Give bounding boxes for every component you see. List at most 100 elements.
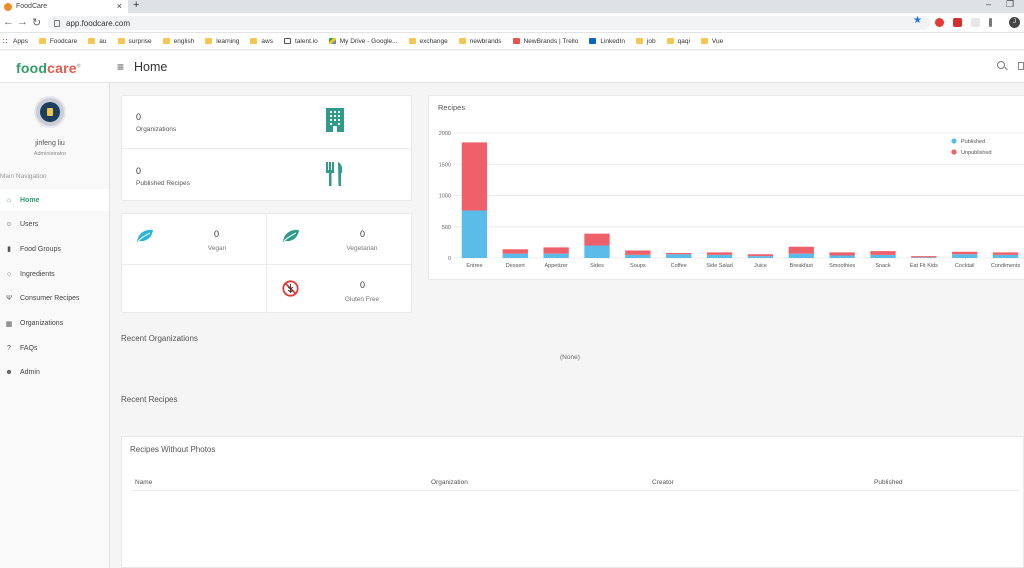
- bookmark-label: Foodcare: [49, 37, 78, 45]
- bookmark-label: au: [99, 37, 107, 45]
- bookmark-item[interactable]: Apps: [2, 37, 28, 45]
- recipes-chart: 0 500 1000 1500 2000 Entree Dessert Appetizer Si…: [439, 131, 1024, 269]
- bookmark-star-icon[interactable]: ★: [913, 15, 922, 26]
- sidebar-item-label: Food Groups: [20, 245, 61, 253]
- bar-published: [625, 254, 651, 258]
- bar-published: [666, 254, 692, 258]
- folder-icon: [666, 38, 674, 44]
- user-avatar[interactable]: [34, 96, 66, 128]
- user-role: Administrator: [33, 151, 67, 157]
- url-input[interactable]: app.foodcare.com: [48, 16, 930, 30]
- organizations-count: 0: [136, 112, 142, 122]
- minimize-icon[interactable]: –: [986, 0, 992, 9]
- talent-icon: [283, 38, 291, 44]
- notifications-icon[interactable]: [1018, 62, 1024, 70]
- bar-unpublished: [870, 251, 896, 255]
- gluten-free-label: Gluten Free: [344, 296, 380, 303]
- bar-published: [706, 254, 733, 258]
- bar-published: [870, 254, 896, 258]
- hamburger-menu-icon[interactable]: ≡: [117, 60, 125, 74]
- extension-abp-icon[interactable]: [935, 18, 944, 27]
- bookmark-item[interactable]: exchange: [408, 37, 448, 45]
- vegan-label: Vegan: [207, 245, 227, 252]
- legend-marker: [951, 149, 957, 155]
- sidebar-item-consumer-recipes[interactable]: Ψ Consumer Recipes: [0, 288, 109, 310]
- reload-icon[interactable]: ↻: [32, 17, 42, 29]
- bookmark-item[interactable]: job: [635, 38, 656, 45]
- bar-unpublished: [706, 252, 733, 255]
- bar-unpublished: [543, 247, 569, 254]
- bookmark-label: NewBrands | Trello: [523, 37, 579, 45]
- bar-unpublished: [992, 252, 1019, 255]
- bookmark-item[interactable]: newbrands: [458, 38, 502, 45]
- card-divider: [122, 264, 413, 265]
- sidebar-item-organizations[interactable]: ▦ Organizations: [0, 313, 109, 335]
- column-header-published[interactable]: Published: [874, 479, 903, 486]
- close-tab-icon[interactable]: ×: [116, 1, 122, 11]
- folder-icon: [458, 38, 466, 44]
- sidebar-item-admin[interactable]: ☻ Admin: [0, 362, 109, 384]
- sidebar-item-faqs[interactable]: ? FAQs: [0, 337, 109, 359]
- sidebar-item-ingredients[interactable]: ○ Ingredients: [0, 263, 109, 285]
- bookmark-item[interactable]: qaqi: [666, 38, 690, 45]
- bookmark-label: exchange: [419, 37, 448, 45]
- bookmark-item[interactable]: My Drive - Google...: [328, 38, 398, 45]
- users-icon: ☺: [5, 221, 13, 229]
- bookmark-item[interactable]: learning: [205, 38, 239, 45]
- restore-icon[interactable]: ❐: [1006, 0, 1015, 9]
- x-tick-label: Smoothies: [829, 263, 855, 269]
- bar-published: [829, 255, 855, 258]
- x-tick-label: Soups: [630, 263, 646, 269]
- bar-published: [543, 253, 569, 258]
- x-tick-label: Snack: [875, 263, 891, 269]
- bookmark-item[interactable]: aws: [250, 38, 273, 45]
- bookmark-item[interactable]: english: [162, 38, 194, 45]
- extensions-puzzle-icon[interactable]: [989, 18, 992, 27]
- foodcare-favicon-icon: [4, 2, 12, 11]
- admin-users-icon: ☻: [5, 369, 13, 377]
- bookmark-item[interactable]: au: [88, 37, 107, 45]
- column-header-organization[interactable]: Organization: [431, 479, 468, 486]
- bookmark-item[interactable]: Vue: [700, 38, 723, 45]
- bookmark-item[interactable]: NewBrands | Trello: [512, 37, 579, 45]
- column-header-creator[interactable]: Creator: [652, 479, 674, 486]
- page-title: Home: [134, 60, 168, 74]
- vegetarian-leaf-icon: [283, 229, 299, 242]
- sidebar: jinfeng liu Administrator Main Navigatio…: [0, 83, 110, 568]
- sidebar-item-food-groups[interactable]: ▮ Food Groups: [0, 238, 109, 260]
- folder-icon: [88, 38, 96, 44]
- vegetarian-count: 0: [360, 229, 366, 239]
- gluten-free-icon: [282, 280, 299, 297]
- sidebar-item-users[interactable]: ☺ Users: [0, 214, 109, 236]
- bookmark-label: LinkedIn: [600, 37, 625, 45]
- x-tick-label: Dessert: [506, 263, 525, 269]
- forward-arrow-icon[interactable]: →: [17, 16, 28, 28]
- extension-red-icon[interactable]: [953, 18, 962, 27]
- bookmark-item[interactable]: Foodcare: [38, 37, 78, 45]
- sidebar-item-home[interactable]: ⌂ Home: [0, 189, 109, 211]
- building-icon: [326, 108, 344, 132]
- browser-tab-bar: FoodCare × + – ❐: [0, 0, 1024, 13]
- bar-published: [788, 253, 814, 258]
- bookmark-item[interactable]: talent.io: [283, 38, 318, 45]
- sidebar-item-label: FAQs: [20, 344, 38, 352]
- new-tab-icon[interactable]: +: [133, 0, 140, 11]
- recipes-without-photos-title: Recipes Without Photos: [130, 445, 216, 454]
- bookmark-item[interactable]: LinkedIn: [589, 38, 625, 45]
- profile-avatar-icon[interactable]: J: [1009, 17, 1020, 28]
- bar-published: [911, 257, 937, 258]
- legend-label: Published: [961, 139, 985, 145]
- search-icon[interactable]: [997, 61, 1005, 69]
- back-arrow-icon[interactable]: ←: [3, 16, 14, 28]
- logo-food: food: [16, 60, 48, 76]
- published-recipes-count: 0: [136, 166, 142, 176]
- extension-grey-icon[interactable]: [971, 18, 980, 27]
- x-tick-label: Eat Fit Kids: [910, 263, 938, 269]
- bookmark-item[interactable]: surprise: [117, 38, 152, 45]
- bar-unpublished: [747, 254, 774, 257]
- utensils-icon: Ψ: [6, 295, 12, 303]
- browser-tab[interactable]: FoodCare ×: [0, 0, 128, 13]
- column-header-name[interactable]: Name: [135, 479, 153, 486]
- x-tick-label: Coffee: [671, 263, 687, 269]
- foodcare-logo[interactable]: foodcare®: [16, 60, 81, 76]
